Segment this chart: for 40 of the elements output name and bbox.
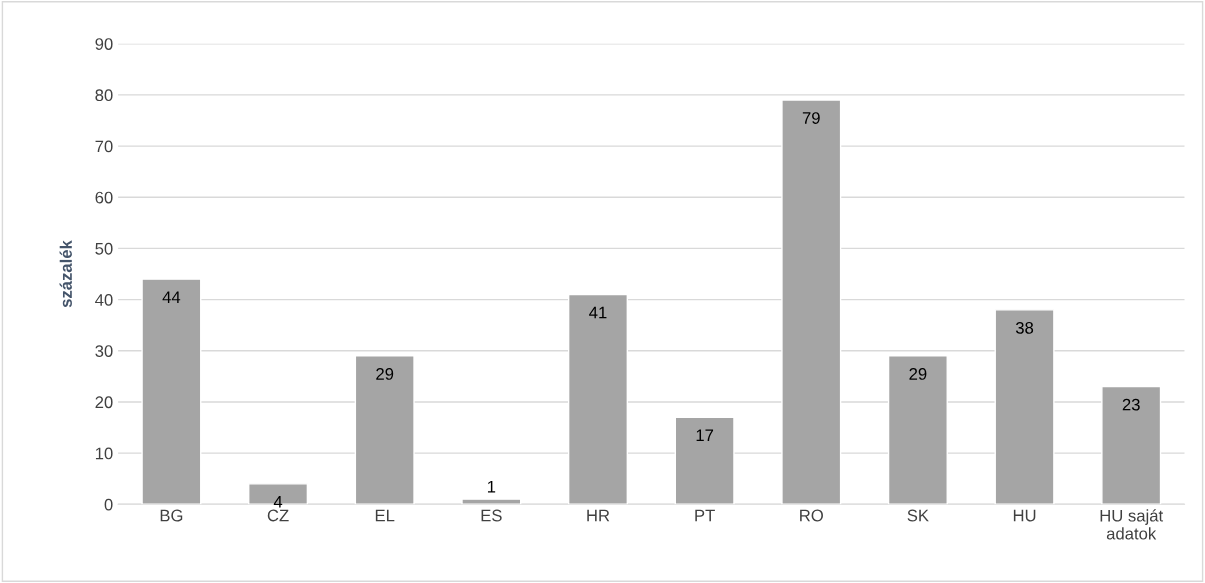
y-tick-label: 60 (95, 191, 113, 204)
x-tick-label: RO (800, 509, 823, 522)
y-tick-label: 40 (95, 294, 113, 306)
x-tick-label: SK (907, 509, 929, 522)
x-tick-label: CZ (267, 509, 289, 522)
data-label: 79 (802, 112, 820, 124)
x-tick-label: HU (1013, 509, 1036, 522)
y-tick-label: 50 (95, 242, 113, 255)
x-tick-label: HU saját adatok (1100, 509, 1164, 540)
bar (674, 416, 735, 505)
bar (1101, 385, 1162, 505)
data-label: 41 (589, 306, 607, 319)
y-tick-label: 90 (95, 38, 113, 50)
y-tick-label: 0 (104, 498, 113, 511)
bar (141, 278, 202, 505)
data-label: 4 (273, 496, 283, 508)
y-tick-label: 30 (95, 345, 113, 357)
y-tick-label: 20 (95, 396, 113, 409)
bar (567, 293, 629, 505)
x-tick-label: PT (695, 509, 715, 522)
x-tick-label: BG (160, 509, 183, 522)
bar (781, 99, 842, 505)
y-tick-label: 10 (95, 447, 113, 460)
x-tick-label: ES (481, 509, 502, 522)
data-label: 23 (1122, 398, 1140, 411)
data-label: 38 (1015, 321, 1034, 334)
bar (994, 309, 1055, 505)
x-tick-label: EL (375, 509, 395, 522)
bar (354, 355, 415, 505)
data-label: 29 (376, 368, 394, 380)
data-label: 44 (162, 291, 181, 303)
y-tick-label: 70 (95, 140, 113, 153)
bar (887, 355, 948, 505)
y-axis-title: százalék (59, 240, 72, 308)
y-tick-label: 80 (95, 89, 113, 102)
x-tick-label: HR (587, 509, 610, 522)
data-label: 29 (909, 368, 927, 380)
bar (461, 498, 522, 505)
data-label: 17 (696, 429, 714, 442)
data-label: 1 (487, 480, 496, 493)
